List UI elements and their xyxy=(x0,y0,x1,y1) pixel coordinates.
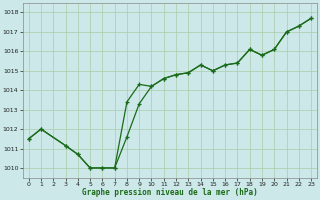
X-axis label: Graphe pression niveau de la mer (hPa): Graphe pression niveau de la mer (hPa) xyxy=(82,188,258,197)
